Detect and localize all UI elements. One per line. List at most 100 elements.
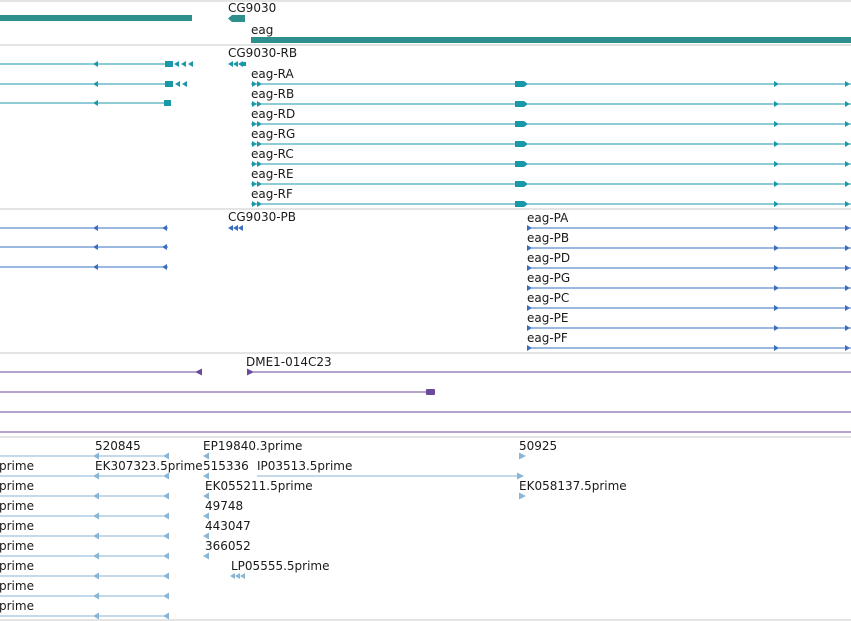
arrow-left-icon: [93, 61, 98, 67]
protein-cg9030-pb[interactable]: [228, 225, 243, 231]
cdna-dme1-014c23[interactable]: [247, 368, 851, 376]
arrow-right-icon: [845, 245, 850, 251]
est-49748-arrow-left-icon[interactable]: [203, 512, 209, 520]
arrow-left-icon: [93, 100, 98, 106]
est-row[interactable]: [0, 572, 169, 580]
arrow-left-icon: [93, 552, 99, 560]
est-520845[interactable]: [0, 452, 169, 460]
transcript-left-2[interactable]: [0, 81, 187, 87]
arrow-right-icon: [257, 141, 262, 147]
arrow-right-icon: [527, 245, 532, 251]
arrow-left-icon: [233, 61, 238, 67]
arrow-right-icon: [257, 201, 262, 207]
transcript-left-3[interactable]: [0, 100, 171, 106]
est-label-50925: 50925: [519, 439, 557, 453]
protein-label-cg9030-pb: CG9030-PB: [228, 210, 296, 224]
est-label-prime-7: prime: [0, 579, 34, 593]
arrow-right-icon: [845, 225, 850, 231]
est-515336-arrow-left-icon[interactable]: [203, 472, 209, 480]
protein-left-2[interactable]: [0, 244, 168, 250]
est-label-ep19840: EP19840.3prime: [203, 439, 302, 453]
protein-row[interactable]: eag-PE: [527, 311, 851, 331]
est-row[interactable]: [0, 552, 169, 560]
est-row[interactable]: [0, 612, 169, 620]
arrow-left-icon: [163, 572, 169, 580]
arrow-left-icon: [93, 81, 98, 87]
est-ip03513[interactable]: [257, 472, 524, 480]
protein-row[interactable]: eag-PF: [527, 331, 851, 351]
transcript-row[interactable]: eag-RE: [251, 167, 851, 187]
protein-label: eag-PC: [527, 291, 569, 305]
cdna-row-2[interactable]: [0, 389, 435, 395]
arrow-right-icon: [845, 265, 850, 271]
arrow-right-icon: [527, 225, 532, 231]
arrow-right-icon: [257, 181, 262, 187]
exon-block: [515, 121, 528, 127]
est-lp05555[interactable]: [230, 573, 245, 579]
arrow-right-icon: [774, 181, 779, 187]
gene-bar-left[interactable]: [0, 15, 192, 21]
transcript-row[interactable]: eag-RB: [251, 87, 851, 107]
est-label-prime-6: prime: [0, 559, 34, 573]
gene-cg9030-arrow-icon[interactable]: [228, 15, 245, 22]
est-label-ek058137: EK058137.5prime: [519, 479, 627, 493]
protein-label: eag-PD: [527, 251, 570, 265]
exon-block: [165, 61, 173, 67]
arrow-right-icon: [252, 81, 257, 87]
transcript-row[interactable]: eag-RA: [251, 67, 851, 87]
arrow-left-icon: [175, 81, 180, 87]
est-track: 520845 EP19840.3prime 50925 prime EK3073…: [0, 439, 627, 620]
arrow-left-icon: [93, 452, 99, 460]
arrow-left-icon: [162, 225, 167, 231]
est-row[interactable]: [0, 532, 169, 540]
est-row[interactable]: [0, 492, 169, 500]
est-366052-arrow-left-icon[interactable]: [203, 552, 209, 560]
est-443047-arrow-left-icon[interactable]: [203, 532, 209, 540]
est-ek055211-arrow-left-icon[interactable]: [203, 492, 209, 500]
est-row[interactable]: [0, 592, 169, 600]
transcript-row[interactable]: eag-RD: [251, 107, 851, 127]
protein-left-1[interactable]: [0, 225, 168, 231]
est-label-prime-2: prime: [0, 479, 34, 493]
arrow-left-icon: [163, 472, 169, 480]
gene-label-cg9030: CG9030: [228, 1, 276, 15]
gene-bar-eag[interactable]: [251, 37, 851, 43]
eag-proteins: eag-PA eag-PB eag-PD eag-PG eag-PC eag-PE eag-…: [527, 211, 851, 351]
est-left-rows: [0, 492, 169, 620]
arrow-left-icon: [163, 592, 169, 600]
protein-left-3[interactable]: [0, 264, 168, 270]
transcript-label: eag-RF: [251, 187, 293, 201]
transcript-cg9030-rb[interactable]: [228, 61, 246, 67]
transcript-row[interactable]: eag-RG: [251, 127, 851, 147]
est-ep19840-arrow-left-icon[interactable]: [203, 452, 209, 460]
transcript-label: eag-RD: [251, 107, 295, 121]
est-label-443047: 443047: [205, 519, 251, 533]
arrow-left-icon: [162, 244, 167, 250]
transcript-row[interactable]: eag-RC: [251, 147, 851, 167]
protein-row[interactable]: eag-PG: [527, 271, 851, 291]
est-row[interactable]: [0, 512, 169, 520]
transcript-left-1[interactable]: [0, 61, 193, 67]
arrow-right-icon: [845, 285, 850, 291]
exon-block: [164, 100, 171, 106]
protein-row[interactable]: eag-PD: [527, 251, 851, 271]
cdna-track: DME1-014C23: [0, 355, 851, 433]
est-ek307323[interactable]: [0, 472, 169, 480]
arrow-right-icon: [774, 345, 779, 351]
arrow-right-icon: [774, 101, 779, 107]
arrow-right-icon: [774, 305, 779, 311]
arrow-left-icon: [163, 492, 169, 500]
transcript-row[interactable]: eag-RF: [251, 187, 851, 207]
est-50925-arrow-right-icon[interactable]: [519, 452, 526, 460]
arrow-left-icon: [181, 61, 186, 67]
arrow-left-icon: [162, 264, 167, 270]
arrow-right-icon: [517, 472, 524, 480]
arrow-left-icon: [182, 81, 187, 87]
protein-row[interactable]: eag-PC: [527, 291, 851, 311]
protein-row[interactable]: eag-PB: [527, 231, 851, 251]
est-ek058137-arrow-right-icon[interactable]: [519, 492, 526, 500]
exon-block: [426, 389, 435, 395]
protein-row[interactable]: eag-PA: [527, 211, 851, 231]
